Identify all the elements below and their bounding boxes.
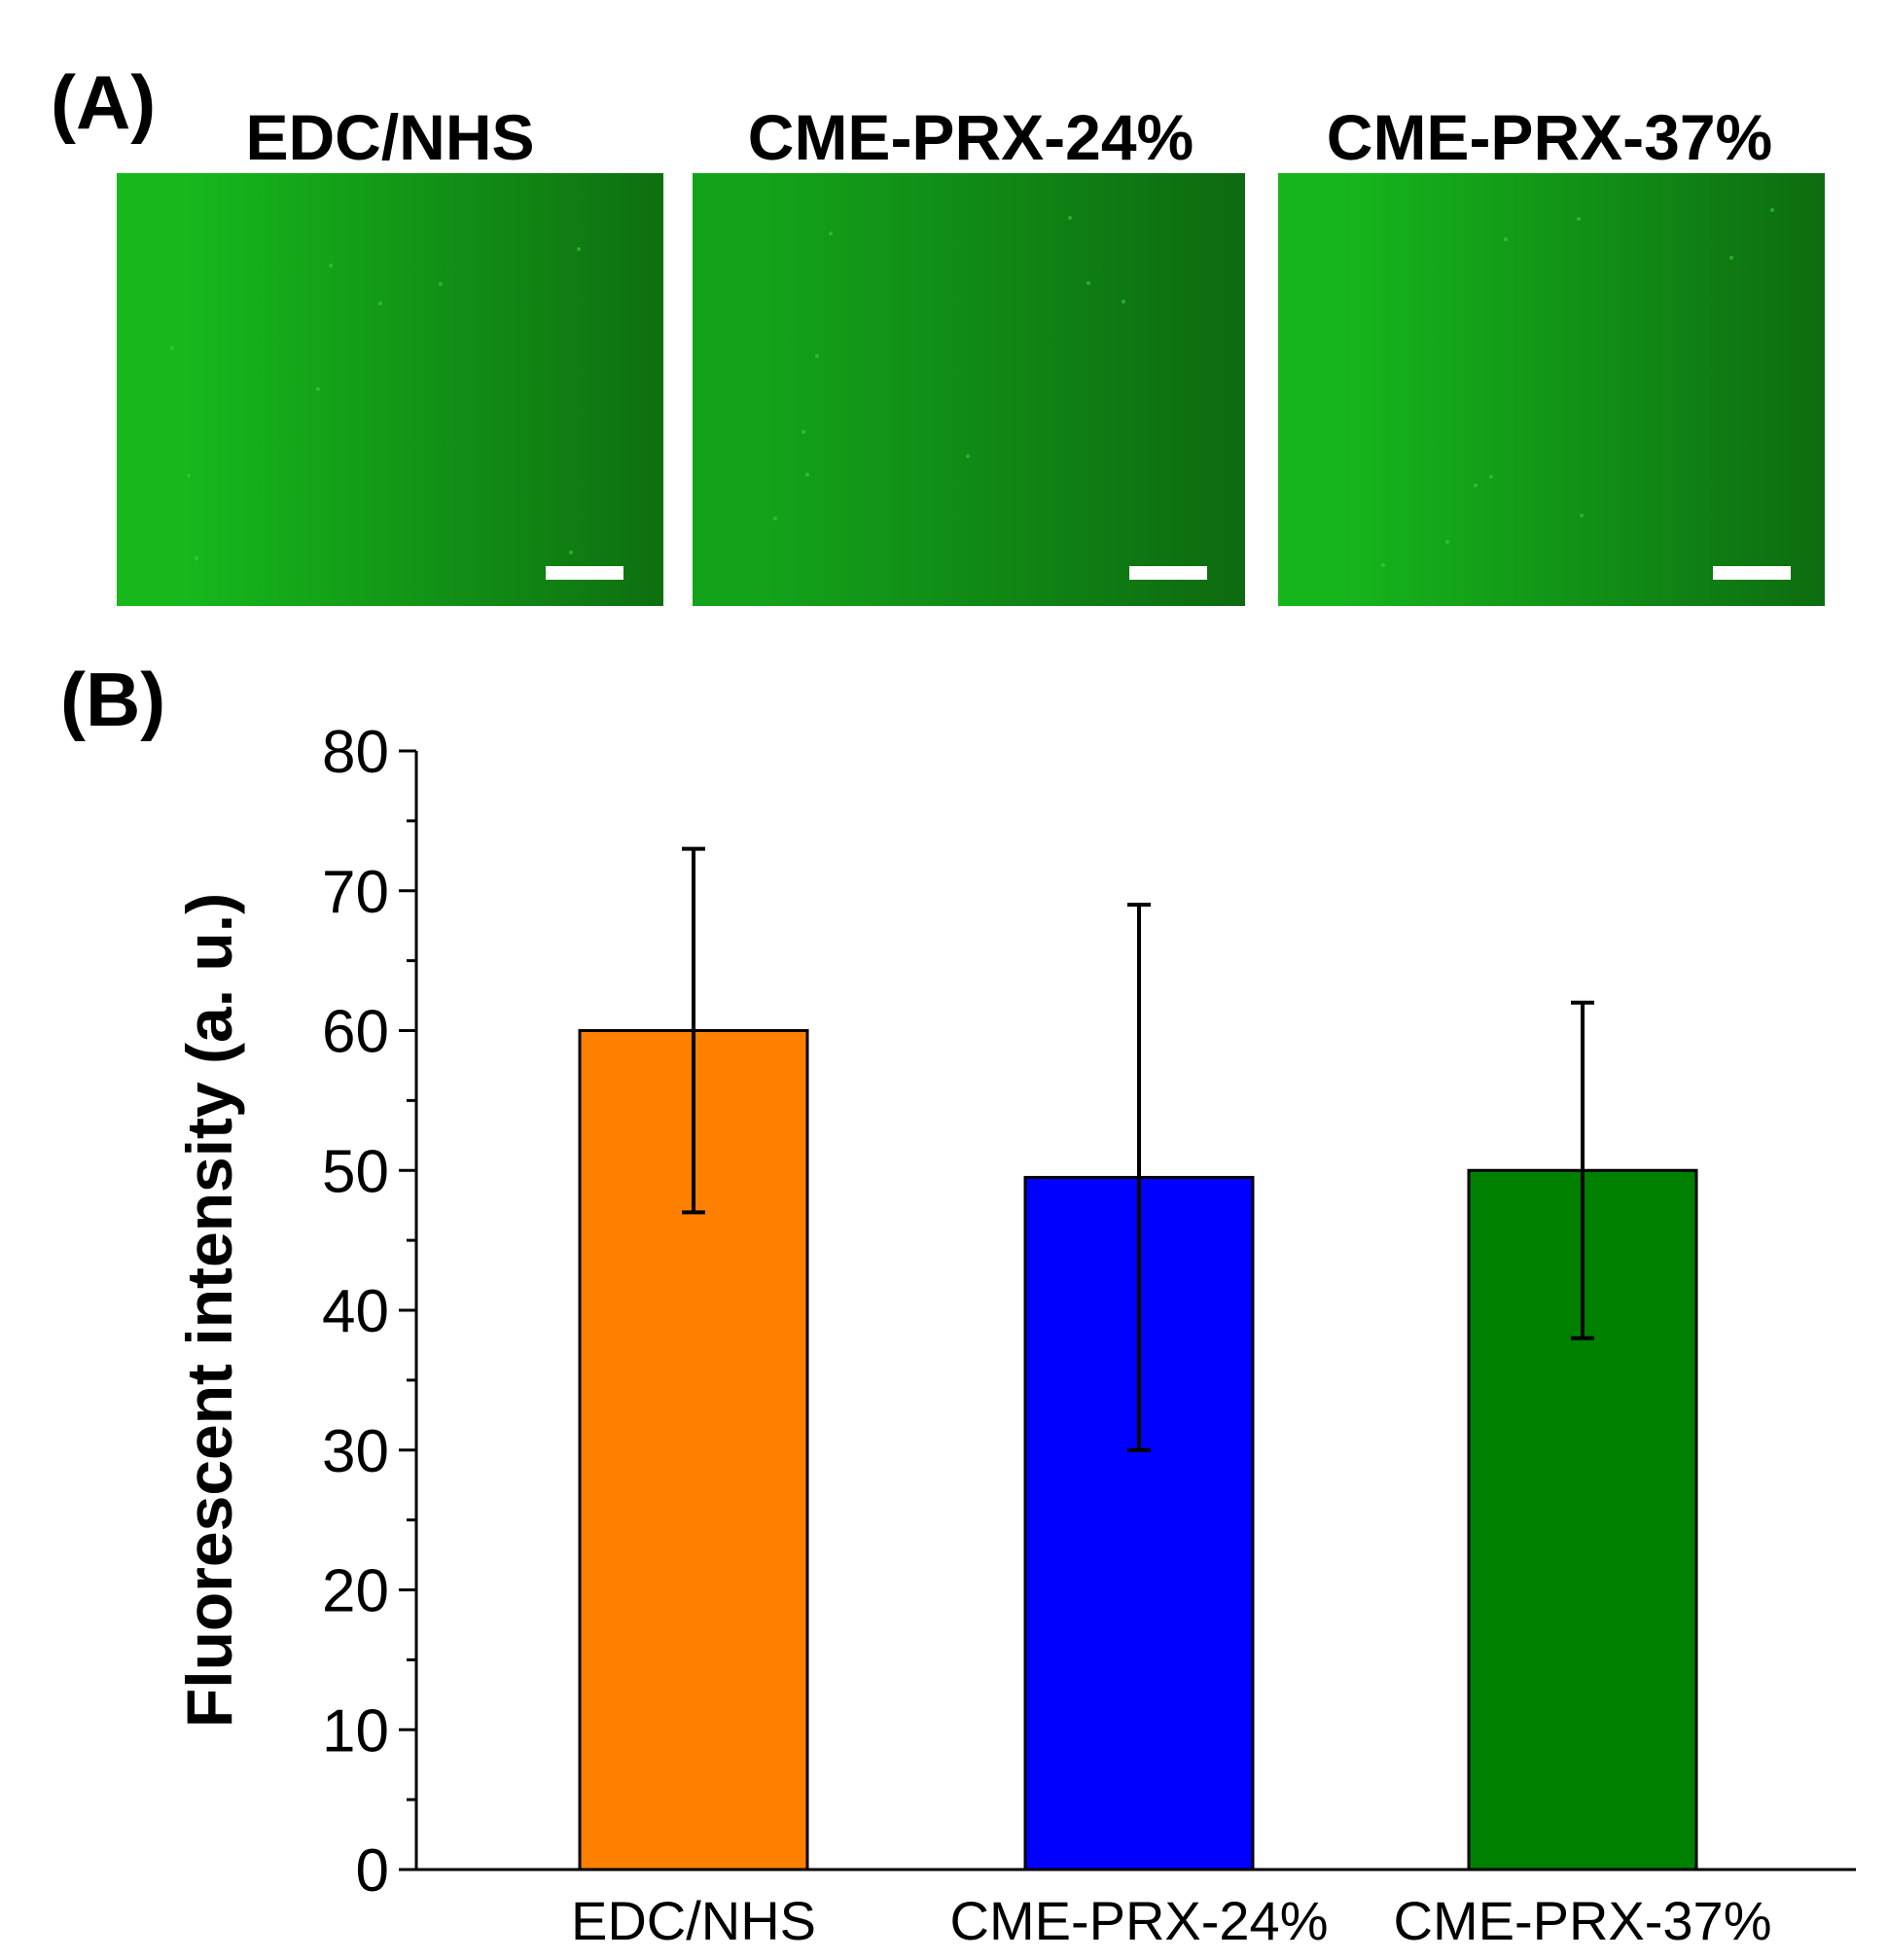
- image-title-cme-prx-37: CME-PRX-37%: [1326, 101, 1773, 173]
- fluorescent-speck: [1381, 563, 1385, 567]
- fluorescent-speck: [1086, 281, 1090, 285]
- fluorescent-speck: [439, 282, 443, 286]
- fluorescent-speck: [1445, 540, 1449, 544]
- x-tick-label: CME-PRX-37%: [1394, 1890, 1772, 1951]
- fluorescent-speck: [829, 232, 833, 235]
- image-title-cme-prx-24: CME-PRX-24%: [747, 101, 1194, 173]
- micrograph-edc-nhs: [117, 173, 663, 606]
- y-tick-label: 30: [322, 1418, 389, 1485]
- y-tick-label: 0: [356, 1837, 389, 1905]
- image-title-edc-nhs: EDC/NHS: [245, 101, 535, 173]
- fluorescent-speck: [1504, 237, 1508, 241]
- y-tick-label: 20: [322, 1558, 389, 1625]
- panel-a-label: (A): [51, 59, 157, 145]
- y-tick-label: 70: [322, 859, 389, 926]
- fluorescent-speck: [966, 454, 970, 458]
- fluorescent-speck: [195, 556, 198, 560]
- scale-bar: [546, 566, 623, 580]
- fluorescent-speck: [170, 346, 174, 350]
- x-tick-label: CME-PRX-24%: [950, 1890, 1329, 1951]
- bar-chart: 0 10 20 30 40 50 60 70 80 Fluorescent intensity (…: [173, 719, 1856, 1951]
- fluorescent-speck: [1580, 514, 1584, 517]
- fluorescent-speck: [1474, 483, 1478, 487]
- micrograph-cme-prx-24: [693, 173, 1245, 606]
- y-tick-label: 10: [322, 1697, 389, 1764]
- y-tick-label: 60: [322, 999, 389, 1066]
- y-axis-title: Fluorescent intensity (a. u.): [173, 893, 245, 1728]
- x-tick-label: EDC/NHS: [571, 1890, 816, 1951]
- y-tick-label: 80: [322, 719, 389, 786]
- fluorescent-speck: [1489, 475, 1493, 479]
- fluorescent-speck: [187, 474, 191, 478]
- fluorescent-speck: [569, 551, 573, 554]
- y-tick-label: 40: [322, 1278, 389, 1345]
- panel-b-label: (B): [60, 657, 166, 742]
- fluorescent-speck: [1729, 256, 1733, 260]
- fluorescent-speck: [815, 354, 819, 358]
- fluorescent-speck: [1577, 217, 1581, 221]
- fluorescent-speck: [802, 430, 805, 434]
- fluorescent-speck: [1122, 300, 1125, 303]
- micrograph-cme-prx-37: [1278, 173, 1825, 606]
- fluorescent-speck: [378, 302, 382, 305]
- fluorescent-speck: [1770, 208, 1774, 212]
- y-tick-label: 50: [322, 1138, 389, 1205]
- fluorescent-speck: [805, 473, 809, 477]
- fluorescent-speck: [1068, 216, 1072, 220]
- scale-bar: [1713, 566, 1791, 580]
- fluorescent-speck: [329, 264, 333, 267]
- fluorescent-speck: [577, 247, 581, 251]
- scale-bar: [1129, 566, 1207, 580]
- fluorescent-speck: [316, 387, 320, 391]
- fluorescent-speck: [773, 517, 777, 520]
